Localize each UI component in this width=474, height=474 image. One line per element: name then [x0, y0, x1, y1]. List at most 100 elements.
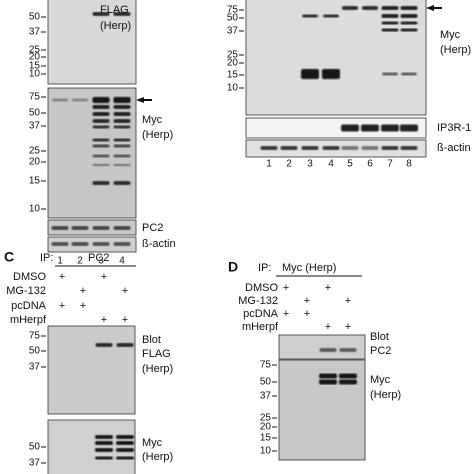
blot-label: Myc [142, 437, 163, 449]
marker-label: 10 [227, 83, 239, 94]
band [95, 441, 113, 445]
marker-label: 15 [29, 176, 41, 187]
plus-sign: + [304, 308, 310, 320]
band [113, 105, 131, 109]
band [52, 98, 68, 102]
band [319, 348, 337, 352]
marker-label: 15 [227, 70, 239, 81]
band [113, 154, 131, 158]
marker-label: 20 [227, 58, 239, 69]
blot-label: (Herp) [142, 451, 173, 463]
lane-number: 4 [119, 256, 125, 267]
marker-label: 25 [29, 146, 41, 157]
band [113, 242, 131, 246]
blot [47, 325, 136, 415]
arrow [136, 97, 152, 103]
band [322, 69, 340, 79]
band [323, 14, 339, 18]
lane-number: 2 [77, 256, 83, 267]
blot-label: Myc [142, 114, 163, 126]
band [400, 6, 418, 10]
lane-number: 3 [98, 256, 104, 267]
blot-label: (Herp) [370, 389, 401, 401]
band [113, 112, 131, 116]
treatment-label: mHerpf [242, 321, 279, 333]
marker-label: 25 [227, 50, 239, 61]
band [301, 146, 319, 150]
band [92, 154, 110, 158]
band [113, 97, 131, 103]
marker-label: 75 [29, 331, 41, 342]
lane-number: 5 [347, 159, 353, 170]
band [92, 125, 110, 129]
blot [245, 117, 427, 139]
plus-sign: + [101, 314, 107, 326]
treatment-label: DMSO [245, 282, 278, 294]
band [301, 69, 319, 79]
plus-sign: + [283, 282, 289, 294]
band [113, 181, 131, 185]
band [339, 379, 357, 385]
band [95, 448, 113, 452]
marker-label: 20 [29, 157, 41, 168]
marker-label: 15 [260, 433, 272, 444]
band [116, 448, 134, 452]
band [113, 12, 131, 16]
blot-label: ß-actin [437, 142, 471, 154]
arrow [426, 5, 442, 11]
lane-number: 8 [406, 159, 412, 170]
band [400, 28, 418, 32]
panel-letter: D [228, 259, 238, 275]
band [339, 348, 357, 352]
band [260, 146, 278, 150]
band [92, 144, 110, 148]
band [92, 242, 110, 246]
blot-label: PC2 [370, 345, 391, 357]
band [401, 72, 417, 76]
marker-label: 10 [29, 204, 41, 215]
plus-sign: + [304, 295, 310, 307]
plus-sign: + [345, 321, 351, 333]
band [400, 21, 418, 25]
treatment-label: MG-132 [6, 285, 46, 297]
band [400, 146, 418, 150]
marker-label: 50 [260, 377, 272, 388]
blot [47, 87, 137, 219]
band [92, 97, 110, 103]
treatment-label: DMSO [13, 271, 46, 283]
marker-label: 37 [29, 458, 41, 469]
ip-label: IP: [258, 262, 271, 274]
plus-sign: + [80, 285, 86, 297]
band [92, 164, 110, 166]
band [116, 456, 134, 460]
treatment-label: pcDNA [243, 308, 279, 320]
marker-label: 50 [29, 12, 41, 23]
band [381, 28, 399, 32]
band [51, 226, 69, 230]
marker-label: 75 [260, 360, 272, 371]
ip-target: Myc (Herp) [282, 262, 336, 274]
band [302, 14, 318, 18]
blot-label: (Herp) [440, 44, 471, 56]
band [322, 146, 340, 150]
lane-number: 2 [286, 159, 292, 170]
blot-label: PC2 [142, 222, 163, 234]
treatment-label: mHerpf [10, 314, 47, 326]
marker-label: 10 [260, 446, 272, 457]
marker-label: 37 [29, 121, 41, 132]
band [92, 105, 110, 109]
marker-label: 15 [29, 61, 41, 72]
band [361, 124, 379, 132]
band [113, 119, 131, 123]
marker-label: 37 [227, 26, 239, 37]
band [400, 14, 418, 18]
plus-sign: + [122, 285, 128, 297]
blot-label: Blot [370, 331, 389, 343]
band [113, 226, 131, 230]
band [92, 226, 110, 230]
plus-sign: + [325, 282, 331, 294]
marker-label: 37 [260, 391, 272, 402]
band [113, 144, 131, 148]
lane-number: 4 [328, 159, 334, 170]
